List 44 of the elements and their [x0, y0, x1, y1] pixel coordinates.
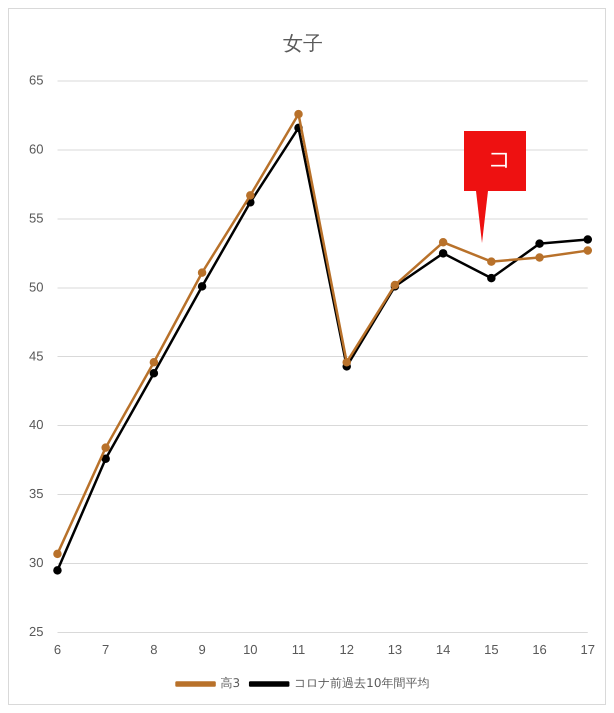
x-tick-label: 15: [484, 642, 499, 657]
point: [487, 257, 496, 266]
x-tick-label: 10: [243, 642, 258, 657]
point: [246, 191, 255, 200]
y-tick-label: 60: [28, 142, 44, 157]
x-tick-label: 7: [102, 642, 110, 657]
point: [198, 268, 206, 277]
y-tick-label: 35: [28, 486, 44, 502]
y-tick-label: 30: [28, 555, 44, 570]
y-tick-label: 65: [28, 72, 44, 88]
annotation: コ: [488, 145, 513, 173]
x-tick-label: 12: [339, 642, 354, 657]
point: [294, 110, 303, 118]
point: [101, 443, 110, 452]
legend-label: コロナ前過去10年間平均: [294, 676, 430, 690]
point: [584, 235, 592, 244]
y-tick-label: 55: [28, 210, 44, 226]
x-tick-label: 13: [388, 642, 402, 657]
x-tick-label: 6: [54, 642, 62, 657]
point: [101, 454, 110, 463]
x-tick-label: 16: [532, 642, 547, 657]
y-tick-label: 40: [28, 417, 44, 432]
point: [53, 566, 62, 575]
x-tick-label: 17: [580, 642, 596, 657]
point: [150, 358, 158, 366]
x-tick-label: 11: [292, 642, 306, 657]
y-tick-label: 25: [28, 624, 44, 639]
point: [342, 358, 351, 366]
chart-title: 女子: [283, 31, 323, 56]
x-tick-label: 14: [436, 642, 450, 657]
legend-label: 高3: [220, 676, 240, 690]
point: [53, 550, 62, 558]
point: [535, 253, 544, 262]
x-tick-label: 8: [150, 642, 158, 657]
point: [584, 246, 592, 255]
point: [438, 238, 448, 247]
y-tick-label: 50: [28, 279, 44, 294]
point: [438, 249, 448, 258]
x-tick-label: 9: [198, 642, 206, 657]
point: [198, 282, 206, 291]
point: [535, 239, 544, 248]
point: [150, 368, 158, 378]
y-tick-label: 45: [28, 348, 44, 364]
point: [487, 274, 496, 282]
